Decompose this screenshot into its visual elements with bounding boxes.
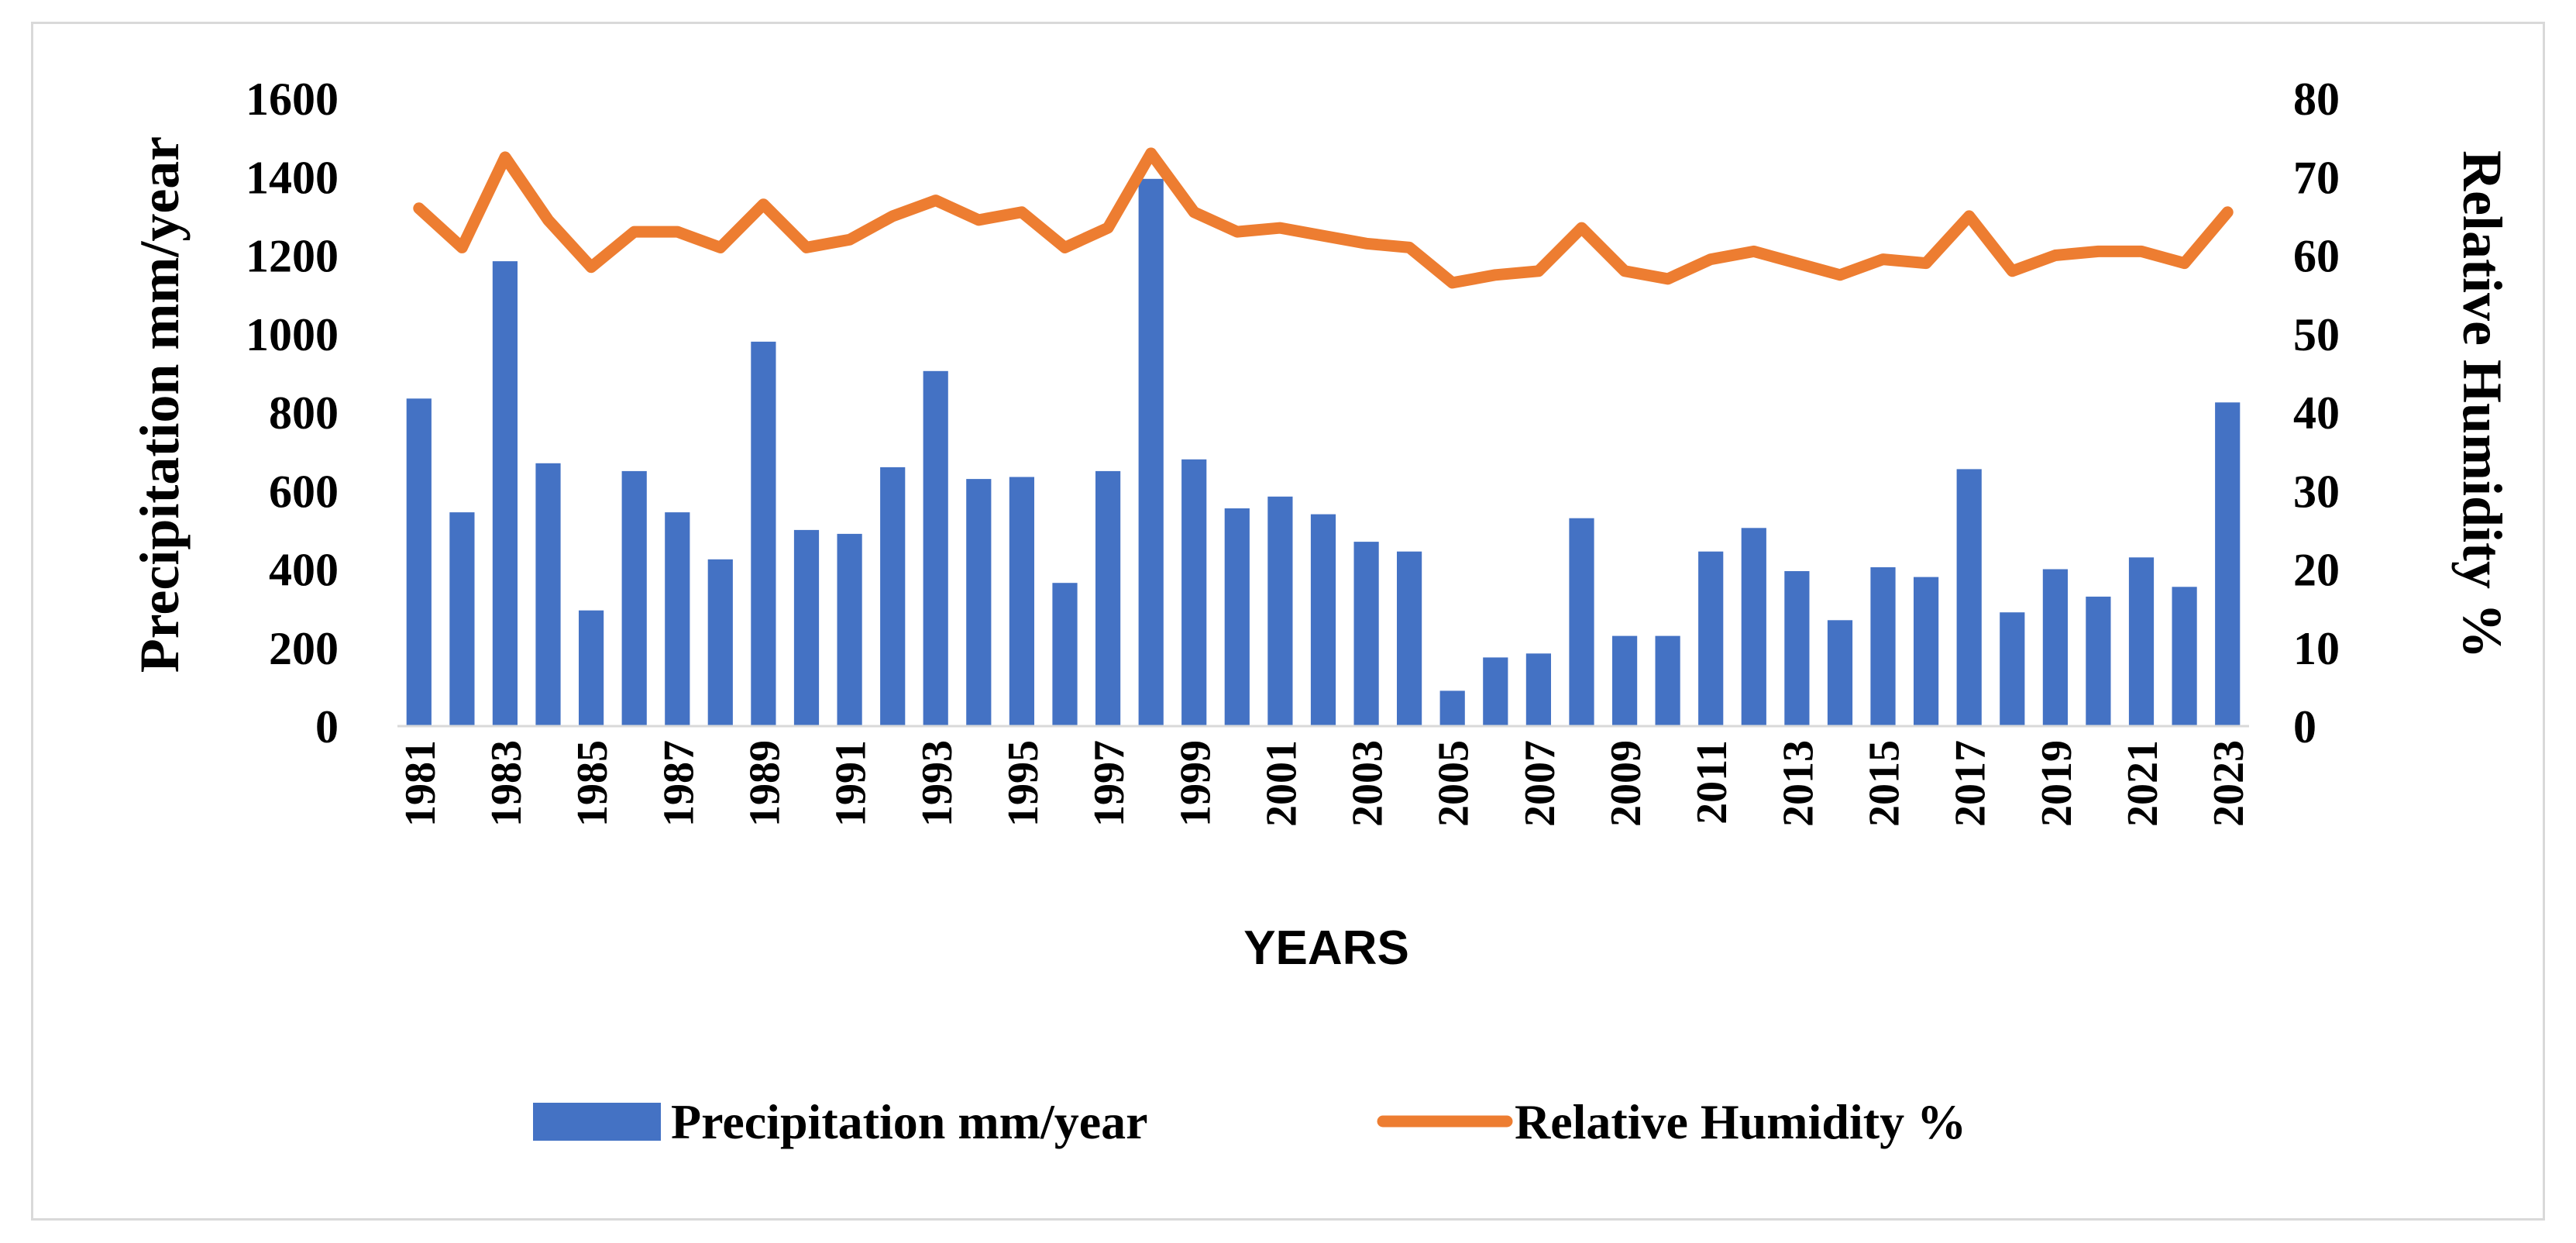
bar-2011 [1698,551,1724,726]
bar-1994 [966,479,992,726]
bar-1991 [837,533,862,726]
bar-2022 [2172,587,2197,726]
x-tick-label: 2009 [1602,740,1650,827]
y2-tick-label: 80 [2293,74,2340,125]
bar-1983 [492,261,518,727]
x-tick-label: 1981 [397,740,445,827]
x-tick-label: 1985 [569,740,617,827]
x-tick-label: 2023 [2205,740,2253,827]
bar-1993 [923,370,948,726]
y2-axis-label: Relative Humidity % [2451,150,2513,659]
bar-1982 [449,512,475,726]
y2-tick-label: 20 [2293,545,2340,596]
y-tick-label: 400 [269,545,339,596]
bar-2000 [1224,508,1250,726]
bar-2021 [2128,557,2155,726]
bar-2012 [1741,528,1766,726]
bar-1990 [793,529,820,726]
x-tick-label: 1989 [741,740,789,827]
y2-tick-label: 0 [2293,701,2316,752]
x-tick-label: 2017 [1947,740,1995,827]
bar-1999 [1181,459,1207,727]
bar-2023 [2215,402,2241,726]
legend-bar-swatch [533,1103,661,1141]
y2-tick-label: 40 [2293,387,2340,439]
x-tick-label: 1995 [999,740,1047,827]
x-tick-label: 2011 [1688,740,1736,825]
y-tick-label: 800 [269,387,339,439]
bar-1995 [1009,477,1034,726]
bar-2015 [1870,567,1896,726]
bar-2010 [1655,635,1680,726]
x-tick-label: 2015 [1861,740,1909,827]
legend: Precipitation mm/year Relative Humidity … [533,1094,1966,1149]
bar-2017 [1956,469,1982,726]
y-tick-label: 200 [269,623,339,674]
x-ticks: 1981 1983 1985 1987 1989 1991 1993 1995 1997 1999… [397,740,2253,827]
y-axis-label: Precipitation mm/year [129,136,191,673]
bar-1989 [751,341,776,726]
bar-2014 [1827,620,1853,726]
y-left-ticks: 0 200 400 600 800 1000 1200 1400 1600 [246,74,339,752]
y-tick-label: 1600 [246,74,339,125]
bar-2019 [2042,569,2068,726]
x-tick-label: 1993 [913,740,961,827]
bar-2009 [1612,635,1638,726]
legend-line-label: Relative Humidity % [1515,1094,1966,1149]
bar-1985 [579,610,604,726]
x-tick-label: 1987 [655,740,703,827]
bar-1984 [535,463,561,726]
y-tick-label: 1200 [246,231,339,282]
legend-bar-label: Precipitation mm/year [671,1094,1148,1149]
x-tick-label: 2013 [1774,740,1822,827]
x-tick-label: 2003 [1344,740,1392,827]
x-tick-label: 2019 [2033,740,2081,827]
bar-1986 [621,470,647,726]
x-tick-label: 2005 [1430,740,1478,827]
x-tick-label: 1991 [827,740,875,827]
y2-tick-label: 10 [2293,623,2340,674]
x-tick-label: 2001 [1257,740,1305,827]
bar-2005 [1439,690,1465,726]
y2-tick-label: 50 [2293,309,2340,360]
bar-1992 [880,467,906,726]
bars-layer [406,178,2241,727]
y-tick-label: 600 [269,466,339,517]
y2-tick-label: 30 [2293,466,2340,517]
x-tick-label: 1997 [1085,740,1133,827]
y2-tick-label: 60 [2293,231,2340,282]
bar-2013 [1784,571,1810,726]
x-tick-label: 1999 [1171,740,1219,827]
humidity-series-line [413,147,2234,289]
bar-2018 [2000,612,2025,726]
x-tick-label: 1983 [483,740,531,827]
x-axis-label: YEARS [1243,921,1409,975]
bar-2007 [1525,653,1551,726]
x-tick-label: 2007 [1516,740,1564,827]
bar-2016 [1914,577,1939,726]
y-right-ticks: 0 10 20 30 40 50 60 70 80 [2293,74,2340,752]
bar-2004 [1397,551,1422,726]
y-tick-label: 1400 [246,152,339,203]
bar-2006 [1483,657,1508,726]
bar-2003 [1353,542,1379,726]
y-tick-label: 0 [315,701,339,752]
bar-2001 [1267,496,1293,726]
bar-2008 [1569,518,1594,726]
y2-tick-label: 70 [2293,152,2340,203]
bar-1981 [406,398,432,726]
y-tick-label: 1000 [246,309,339,360]
x-tick-label: 2021 [2119,740,2167,827]
bar-1988 [707,559,733,726]
bar-1987 [665,512,690,726]
bar-1996 [1052,583,1078,726]
bar-1997 [1095,470,1121,726]
bar-1998 [1138,178,1164,727]
bar-2020 [2086,596,2111,726]
bar-2002 [1310,514,1336,726]
